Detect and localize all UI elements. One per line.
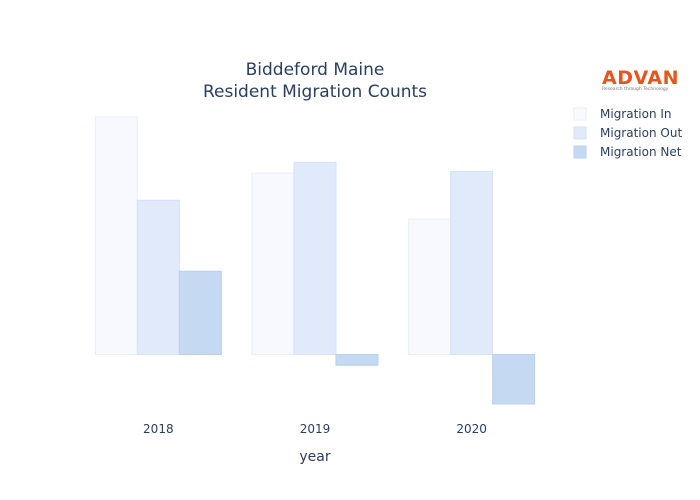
legend-label-migration-out: Migration Out (600, 126, 682, 140)
logo-tagline: Research through Technology (602, 86, 669, 92)
x-axis-title: year (299, 449, 330, 465)
legend-item-migration-out[interactable]: Migration Out (573, 126, 682, 140)
bar-migration-in-2018[interactable] (94, 116, 138, 356)
x-tick-label-2020: 2020 (456, 422, 487, 436)
legend-item-migration-net[interactable]: Migration Net (573, 145, 682, 159)
bar-migration-out-2018[interactable] (136, 199, 180, 356)
chart-title-line-1: Biddeford Maine (246, 60, 385, 80)
x-tick-label-2018: 2018 (143, 422, 174, 436)
legend-swatch-migration-out (573, 126, 587, 140)
legend-swatch-migration-in (573, 107, 587, 121)
legend-label-migration-in: Migration In (600, 107, 672, 121)
logo-wordmark: ADVAN (602, 67, 679, 89)
bar-migration-net-2020[interactable] (492, 354, 536, 405)
legend-item-migration-in[interactable]: Migration In (573, 107, 672, 121)
chart-title-line-2: Resident Migration Counts (203, 82, 427, 102)
bar-migration-out-2019[interactable] (293, 161, 337, 356)
bars-layer (94, 116, 536, 405)
x-axis-ticks: 2018 2019 2020 (143, 422, 487, 436)
bar-migration-net-2018[interactable] (178, 270, 222, 356)
bar-migration-in-2020[interactable] (408, 218, 452, 356)
bar-migration-out-2020[interactable] (450, 170, 494, 356)
legend-swatch-migration-net (573, 145, 587, 159)
legend-label-migration-net: Migration Net (600, 145, 682, 159)
advan-logo: ADVAN Research through Technology (602, 67, 679, 92)
bar-migration-in-2019[interactable] (251, 172, 295, 356)
legend: Migration In Migration Out Migration Net (573, 107, 682, 159)
bar-migration-net-2019[interactable] (335, 354, 379, 366)
x-tick-label-2019: 2019 (300, 422, 331, 436)
chart-title: Biddeford Maine Resident Migration Count… (203, 60, 427, 102)
